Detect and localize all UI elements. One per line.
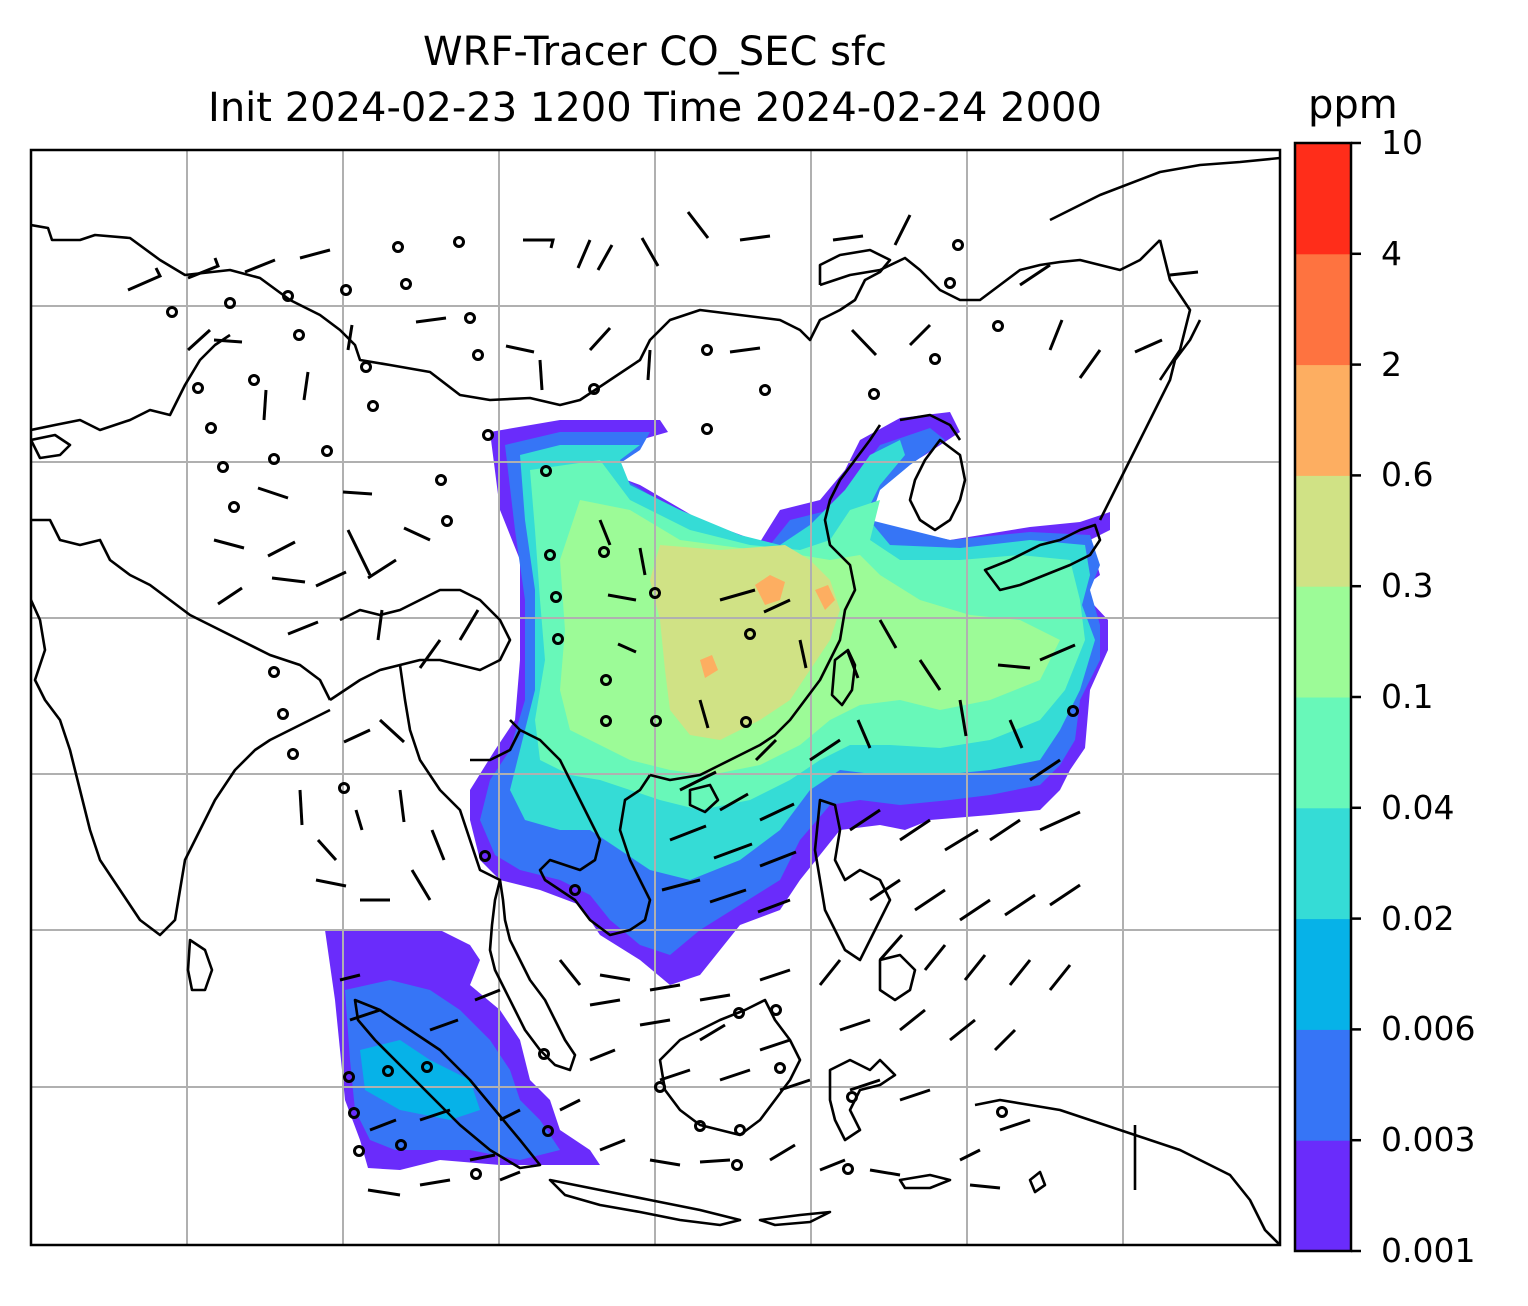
colorbar-swatch	[1295, 143, 1351, 255]
colorbar-tick-label: 0.1	[1381, 677, 1434, 716]
colorbar-tick-label: 0.04	[1381, 787, 1455, 827]
colorbar-tick-label: 0.003	[1381, 1120, 1476, 1160]
colorbar-tick-label: 0.3	[1381, 566, 1434, 606]
colorbar-swatch	[1295, 475, 1351, 587]
colorbar-unit-label: ppm	[1308, 82, 1398, 128]
colorbar-tick-label: 0.006	[1381, 1009, 1476, 1049]
map-title-line-2: Init 2024-02-23 1200 Time 2024-02-24 200…	[208, 85, 1102, 131]
colorbar-tick-label: 10	[1381, 123, 1423, 162]
colorbar-swatch	[1295, 807, 1351, 920]
colorbar-swatch	[1295, 364, 1351, 476]
calm-wind-markers	[166, 236, 1079, 1180]
colorbar-tick-label: 0.001	[1381, 1231, 1476, 1270]
coastlines	[31, 156, 1280, 1245]
colorbar-tick-label: 0.6	[1381, 455, 1434, 495]
colorbar-swatch	[1295, 1140, 1351, 1252]
colorbar-tick-label: 4	[1381, 233, 1402, 273]
colorbar-swatch	[1295, 253, 1351, 366]
map-frame	[29, 148, 1282, 1247]
wind-barbs	[127, 211, 1199, 1197]
map-title-line-1: WRF-Tracer CO_SEC sfc	[422, 29, 888, 75]
colorbar-swatch	[1295, 918, 1351, 1030]
colorbar-tick-label: 0.02	[1381, 898, 1455, 938]
colorbar-swatch	[1295, 1029, 1351, 1141]
colorbar-tick-label: 2	[1381, 344, 1402, 384]
tracer-concentration-field	[325, 412, 1110, 1170]
colorbar-swatch	[1295, 586, 1351, 698]
colorbar-swatch	[1295, 697, 1351, 809]
